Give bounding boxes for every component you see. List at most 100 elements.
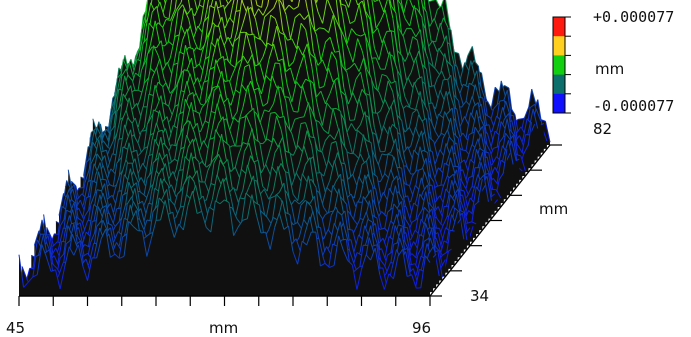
surface-profile-line <box>177 188 183 195</box>
surface-profile-line <box>84 208 90 217</box>
surface-profile-line <box>299 13 305 20</box>
surface-profile-line <box>110 124 116 132</box>
surface-profile-line <box>360 111 366 125</box>
surface-profile-line <box>70 199 76 204</box>
surface-profile-line <box>429 85 435 88</box>
surface-profile-line <box>249 33 254 36</box>
surface-profile-line <box>191 8 197 32</box>
surface-profile-line <box>365 189 372 198</box>
surface-profile-line <box>419 146 426 164</box>
surface-profile-line <box>90 231 96 243</box>
surface-profile-line <box>448 205 454 217</box>
surface-profile-line <box>392 256 399 279</box>
surface-profile-line <box>444 111 450 122</box>
color-scale-band <box>553 74 565 95</box>
surface-profile-line <box>358 134 364 159</box>
surface-profile-line <box>427 0 434 26</box>
surface-profile-line <box>440 143 447 168</box>
surface-profile-line <box>372 63 378 93</box>
surface-profile-line <box>195 93 202 105</box>
surface-profile-line <box>122 233 128 238</box>
surface-profile-line <box>473 102 479 107</box>
surface-profile-line <box>407 77 414 88</box>
surface-profile-line <box>430 162 436 180</box>
surface-profile-line <box>154 84 161 103</box>
surface-profile-line <box>273 43 279 62</box>
surface-profile-line <box>485 114 491 119</box>
surface-profile-line <box>442 17 449 28</box>
surface-profile-line <box>300 22 307 30</box>
surface-profile-line <box>178 223 184 231</box>
surface-profile-line <box>378 125 384 144</box>
surface-profile-line <box>218 116 224 124</box>
surface-profile-line <box>158 197 165 204</box>
surface-profile-line <box>241 84 247 92</box>
surface-profile-line <box>403 36 409 58</box>
surface-profile-line <box>415 29 421 37</box>
surface-profile-line <box>305 122 311 137</box>
surface-profile-line <box>338 235 344 251</box>
surface-profile-line <box>110 168 116 175</box>
surface-profile-line <box>280 2 287 15</box>
surface-profile-line <box>416 9 423 18</box>
surface-profile-line <box>459 62 466 80</box>
surface-profile-line <box>262 186 268 192</box>
surface-profile-line <box>294 199 300 205</box>
surface-profile-line <box>442 216 448 227</box>
surface-profile-line <box>374 247 381 275</box>
surface-profile-line <box>242 6 249 23</box>
surface-profile-line <box>357 38 363 51</box>
surface-profile-line <box>436 70 443 79</box>
surface-profile-line <box>140 208 146 227</box>
surface-profile-line <box>350 193 357 207</box>
surface-profile-line <box>396 201 402 209</box>
surface-profile-line <box>274 212 280 228</box>
surface-profile-line <box>256 81 262 95</box>
surface-profile-line <box>146 219 152 222</box>
surface-profile-line <box>254 201 260 206</box>
surface-profile-line <box>184 98 191 111</box>
surface-profile-line <box>447 61 453 67</box>
surface-profile-line <box>161 189 168 200</box>
surface-profile-line <box>387 80 394 92</box>
surface-profile-line <box>247 6 253 36</box>
surface-profile-line <box>169 221 175 238</box>
surface-profile-line <box>352 92 358 104</box>
surface-profile-line <box>133 134 139 144</box>
surface-profile-line <box>357 0 363 6</box>
surface-profile-line <box>364 111 371 145</box>
surface-profile-line <box>434 195 441 203</box>
surface-profile-line <box>531 88 537 106</box>
surface-profile-line <box>267 0 270 6</box>
surface-profile-line <box>361 0 368 18</box>
surface-profile-line <box>291 172 297 186</box>
surface-profile-line <box>295 238 302 253</box>
surface-profile-line <box>206 163 212 168</box>
surface-profile-line <box>76 235 82 244</box>
surface-profile-line <box>397 248 404 257</box>
surface-profile-line <box>113 191 119 213</box>
surface-profile-line <box>125 204 131 231</box>
surface-profile-line <box>195 137 201 156</box>
surface-profile-line <box>310 0 316 32</box>
surface-profile-line <box>346 28 353 44</box>
surface-profile-line <box>167 211 173 215</box>
surface-profile-line <box>340 90 346 96</box>
surface-profile-line <box>471 110 478 133</box>
surface-profile-line <box>171 86 177 94</box>
surface-profile-line <box>236 84 243 113</box>
surface-profile-line <box>36 244 43 275</box>
surface-profile-line <box>338 188 344 213</box>
surface-profile-line <box>363 0 366 11</box>
surface-profile-line <box>353 98 360 121</box>
surface-profile-line <box>321 187 328 205</box>
surface-profile-line <box>273 0 278 9</box>
surface-profile-line <box>312 83 319 108</box>
surface-profile-line <box>406 274 412 277</box>
surface-profile-line <box>332 185 338 194</box>
surface-profile-line <box>373 126 380 144</box>
surface-profile-line <box>228 145 235 174</box>
surface-profile-line <box>183 120 189 127</box>
surface-profile-line <box>211 174 218 200</box>
